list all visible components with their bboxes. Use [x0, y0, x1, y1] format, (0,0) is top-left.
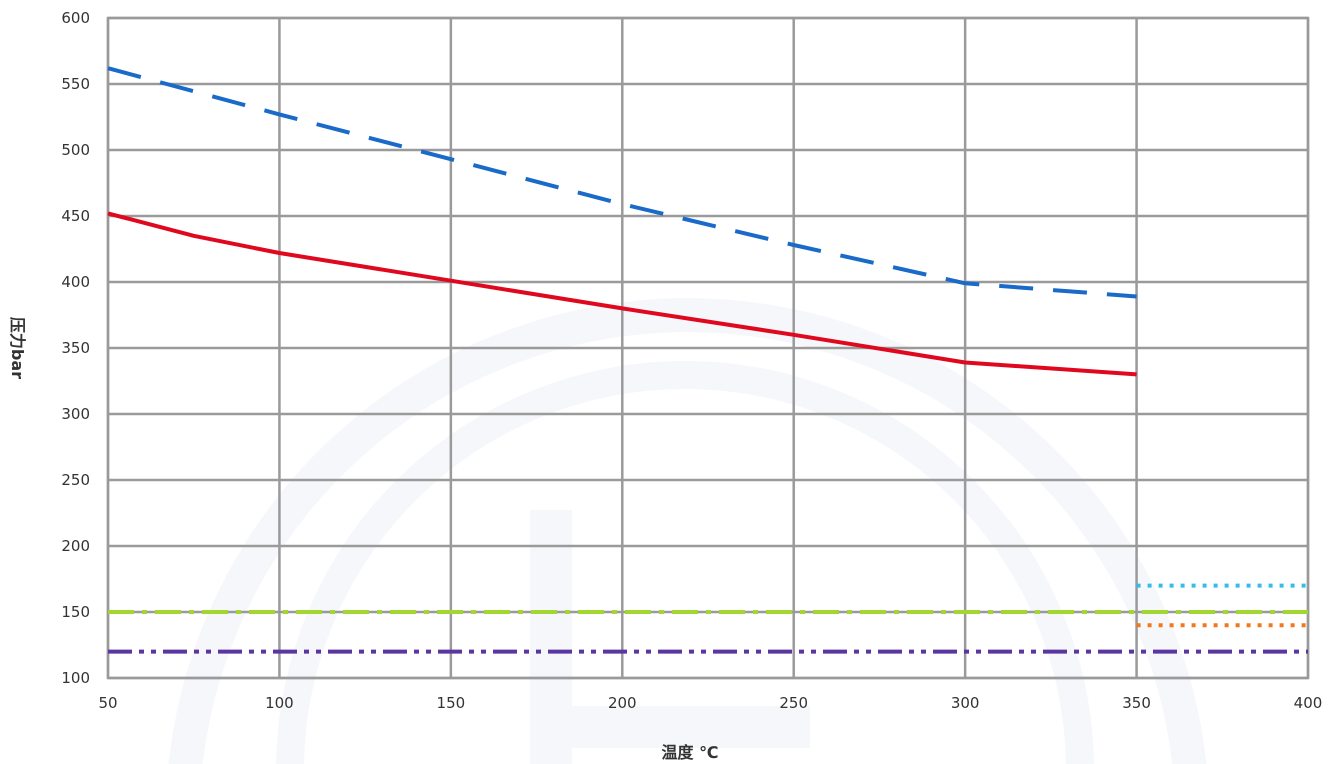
y-tick-label: 150: [61, 603, 90, 621]
y-tick-label: 400: [61, 273, 90, 291]
x-tick-label: 250: [779, 694, 808, 712]
watermark-outer-arc: [168, 298, 1207, 764]
y-axis-title: 压力bar: [8, 317, 27, 379]
x-tick-label: 350: [1122, 694, 1151, 712]
x-tick-label: 100: [265, 694, 294, 712]
y-tick-label: 250: [61, 471, 90, 489]
series-line-1: [107, 66, 1137, 299]
y-tick-label: 450: [61, 207, 90, 225]
x-tick-label: 50: [98, 694, 117, 712]
x-tick-label: 300: [951, 694, 980, 712]
x-tick-label: 200: [608, 694, 637, 712]
y-tick-label: 500: [61, 141, 90, 159]
y-tick-label: 100: [61, 669, 90, 687]
series-line-2: [107, 211, 1137, 377]
y-tick-label: 550: [61, 75, 90, 93]
x-tick-label: 150: [437, 694, 466, 712]
plot-frame: [106, 16, 1310, 680]
x-tick-labels: 50 100 150 200 250 300 350 400: [98, 694, 1322, 712]
y-tick-label: 200: [61, 537, 90, 555]
x-axis-title: 温度 ℃: [661, 743, 719, 762]
watermark-letter-foot: [530, 706, 810, 748]
y-tick-labels: 100 150 200 250 300 350 400 450 500 550 600: [61, 9, 90, 687]
y-tick-label: 600: [61, 9, 90, 27]
x-tick-label: 400: [1294, 694, 1323, 712]
y-tick-label: 350: [61, 339, 90, 357]
background-watermark: [168, 298, 1207, 764]
data-series: [107, 66, 1308, 654]
y-tick-label: 300: [61, 405, 90, 423]
watermark-inner-arc: [276, 361, 1094, 764]
